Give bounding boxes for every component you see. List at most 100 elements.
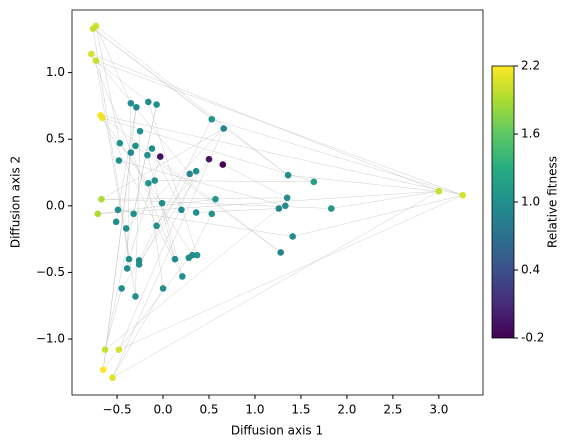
edge <box>121 159 210 289</box>
point <box>186 170 193 178</box>
edge <box>161 203 183 277</box>
point <box>132 293 139 300</box>
point <box>88 50 95 58</box>
point <box>99 114 106 122</box>
point <box>94 210 102 218</box>
edge <box>117 209 293 237</box>
edge <box>100 115 281 253</box>
edge <box>95 25 121 144</box>
point <box>189 251 196 259</box>
point <box>118 285 125 292</box>
edge <box>104 208 280 350</box>
edge <box>101 197 288 200</box>
point <box>158 199 166 207</box>
edge <box>112 128 224 378</box>
point <box>127 99 135 107</box>
point <box>109 374 116 381</box>
edge <box>91 53 176 260</box>
edge <box>95 60 130 260</box>
point <box>310 178 318 186</box>
point <box>284 171 292 179</box>
point <box>125 255 133 263</box>
colorbar-tick-label: 1.0 <box>521 195 540 209</box>
point <box>220 125 228 132</box>
y-axis-label: Diffusion axis 2 <box>9 156 23 248</box>
point <box>115 157 123 164</box>
point <box>148 145 156 152</box>
edge <box>288 174 439 192</box>
point <box>145 179 152 187</box>
edge <box>112 288 164 378</box>
edge <box>154 180 314 183</box>
point <box>275 205 283 212</box>
x-tick-label: 0.5 <box>199 403 218 417</box>
edge <box>112 190 439 378</box>
y-tick-label: 0.5 <box>46 132 65 146</box>
edge <box>211 118 463 196</box>
y-tick-label: 1.0 <box>46 65 65 79</box>
x-tick-label: 2.0 <box>337 403 356 417</box>
edge <box>97 190 439 215</box>
colorbar-label: Relative fitness <box>546 156 560 248</box>
colorbar-tick-label: 0.4 <box>521 263 540 277</box>
point <box>179 273 186 280</box>
edge <box>135 145 281 253</box>
point <box>277 249 285 256</box>
point <box>112 218 120 226</box>
edge <box>118 194 463 350</box>
colorbar-tick-label: -0.2 <box>521 331 544 345</box>
edge <box>95 25 132 104</box>
point <box>114 206 122 214</box>
x-axis-label: Diffusion axis 1 <box>231 424 323 438</box>
edge <box>292 194 463 237</box>
point <box>153 101 160 108</box>
edge <box>103 107 137 370</box>
edge <box>128 156 161 260</box>
edge <box>147 155 176 260</box>
point <box>115 346 123 354</box>
point <box>208 115 216 123</box>
point <box>151 177 159 184</box>
edge <box>102 117 183 277</box>
point <box>89 25 97 32</box>
colorbar-tick-label: 2.2 <box>521 59 540 73</box>
point <box>136 127 144 135</box>
edge <box>133 104 157 214</box>
edge <box>138 119 212 261</box>
point <box>435 187 443 195</box>
point <box>116 139 124 147</box>
point <box>171 255 179 263</box>
edge <box>100 115 163 204</box>
x-tick-label: 1.0 <box>245 403 264 417</box>
point <box>289 233 296 240</box>
edge <box>100 114 463 196</box>
point <box>132 142 139 150</box>
edge <box>151 148 182 210</box>
edge <box>95 60 149 103</box>
point <box>145 98 152 106</box>
point <box>192 167 200 175</box>
point <box>130 210 137 218</box>
edge <box>101 198 332 209</box>
edge <box>188 213 212 258</box>
edge <box>119 143 193 256</box>
point <box>193 251 201 259</box>
edge <box>92 28 289 176</box>
point <box>123 265 131 272</box>
edge <box>115 107 137 222</box>
edge <box>102 117 314 183</box>
y-tick-label: 0.0 <box>46 198 65 212</box>
plot-frame <box>71 9 484 396</box>
point <box>98 195 105 203</box>
x-tick-label: 1.5 <box>291 403 310 417</box>
x-tick-label: 3.0 <box>429 403 448 417</box>
edge <box>104 288 122 350</box>
point <box>327 205 335 212</box>
edge <box>331 190 439 209</box>
x-tick-label: 0.0 <box>153 403 172 417</box>
point <box>153 222 160 230</box>
point <box>159 285 167 292</box>
x-tick-label: 2.5 <box>383 403 402 417</box>
edge <box>101 128 224 200</box>
